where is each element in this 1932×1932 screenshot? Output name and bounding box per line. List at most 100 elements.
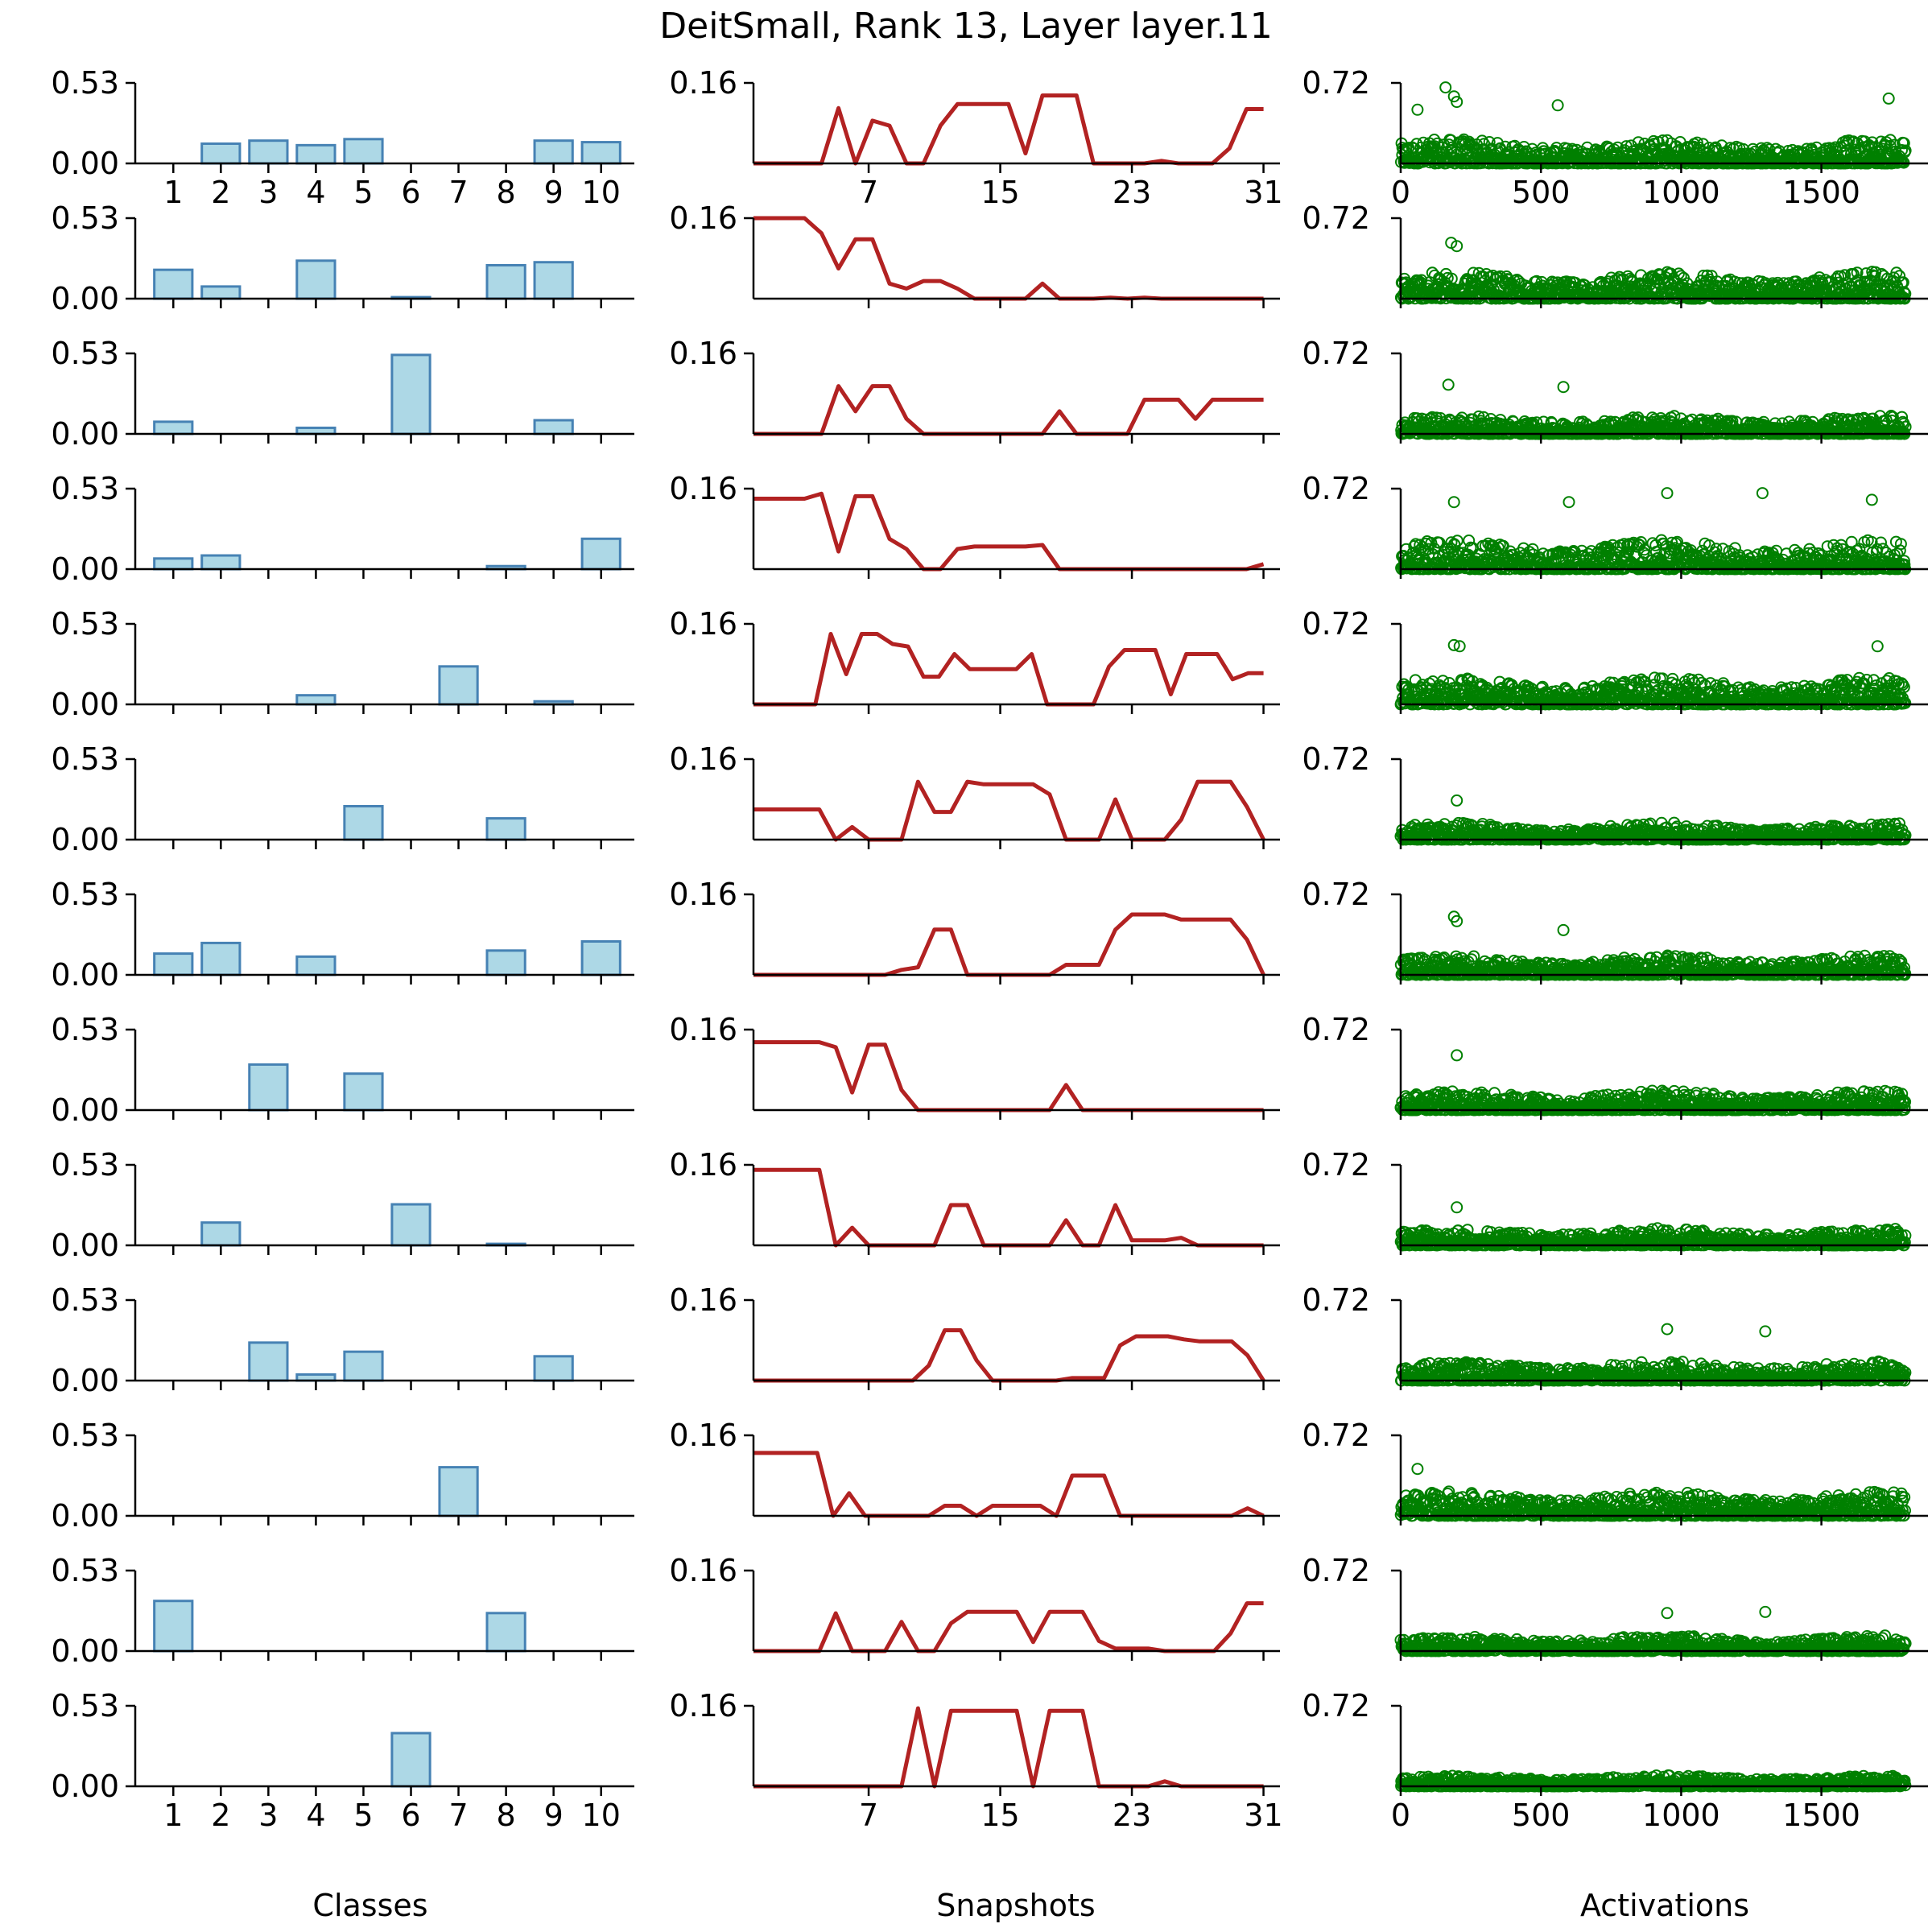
bar-row5-class-7: [438, 665, 479, 706]
scatter-panel-row-4: 0.72: [1302, 471, 1928, 579]
y-tick-label-max: 0.72: [1302, 65, 1370, 101]
y-tick-label-max: 0.16: [669, 65, 737, 101]
activation-outlier: [1439, 81, 1452, 94]
y-tick-label-min: 0.00: [51, 146, 119, 181]
x-tick-label-activation-1000: 1000: [1642, 175, 1720, 210]
activation-outlier: [1661, 487, 1674, 500]
bar-row1-class-2: [200, 142, 242, 165]
bar-row4-class-2: [200, 554, 242, 571]
x-tick-label-activation-0: 0: [1391, 175, 1410, 210]
bar-row1-class-5: [343, 138, 384, 165]
scatter-panel-row-6: 0.72: [1302, 741, 1928, 849]
x-tick-label-activation-500: 500: [1512, 175, 1571, 210]
figure-title: DeitSmall, Rank 13, Layer layer.11: [659, 6, 1272, 47]
snapshot-line-row-1: [753, 93, 1264, 166]
x-tick-label-class-7: 7: [448, 175, 468, 210]
activation-points-row-5: [1394, 638, 1912, 711]
bar-panel-row-5: 0.53 0.00: [51, 606, 634, 722]
activation-points-row-2: [1394, 237, 1912, 305]
activation-outlier: [1756, 487, 1769, 500]
y-tick-label-min: 0.00: [51, 687, 119, 722]
y-tick-label-min: 0.00: [51, 416, 119, 452]
y-tick-label-max: 0.53: [51, 741, 119, 777]
activation-outlier: [1551, 99, 1564, 112]
snapshot-line-row-4: [753, 491, 1265, 572]
line-panel-row-4: 0.16: [669, 471, 1280, 579]
bar-row3-class-9: [533, 419, 574, 436]
bar-row2-class-2: [200, 285, 242, 300]
x-tick-label-snapshot-31: 31: [1244, 175, 1282, 210]
activation-outlier: [1447, 496, 1460, 509]
y-tick-label-max: 0.16: [669, 336, 737, 371]
bar-row1-class-4: [295, 143, 336, 165]
activation-point: [1761, 142, 1773, 155]
x-tick-label-class-4: 4: [306, 175, 325, 210]
bar-row1-class-10: [580, 141, 621, 165]
activation-outlier: [1865, 493, 1878, 506]
bar-panel-row-1: 1 2 3 4 5 6 7 8 9 100.530.00: [51, 65, 634, 210]
snapshot-line-row-2: [753, 216, 1264, 301]
y-tick-label-max: 0.16: [669, 606, 737, 642]
panel-grid: 1 2 3 4 5 6 7 8 9 100.530.000.167 15 23 310.720 500 10…: [51, 65, 1928, 1833]
bar-row6-class-8: [485, 817, 526, 841]
x-tick-label-class-3: 3: [258, 175, 278, 210]
bar-row1-class-3: [248, 139, 289, 165]
line-panel-row-1: 0.167 15 23 31: [669, 65, 1282, 210]
bar-row3-class-6: [390, 353, 431, 436]
y-tick-label-max: 0.53: [51, 606, 119, 642]
y-tick-label-max: 0.53: [51, 336, 119, 371]
bar-panel-row-3: 0.53 0.00: [51, 336, 634, 452]
activation-outlier: [1563, 496, 1575, 509]
activation-point: [1581, 141, 1594, 154]
snapshot-line-row-3: [753, 384, 1264, 436]
bar-row1-class-9: [533, 139, 574, 165]
activation-points-row-3: [1395, 378, 1912, 440]
y-tick-label-max: 0.72: [1302, 336, 1370, 371]
activation-outlier: [1411, 103, 1424, 116]
scatter-panel-row-1: 0.72 0 500 1000 1500: [1302, 65, 1928, 210]
scatter-panel-row-3: 0.72: [1302, 336, 1928, 444]
y-tick-label-max: 0.16: [669, 741, 737, 777]
y-tick-label-max: 0.53: [51, 471, 119, 506]
activation-point: [1483, 136, 1496, 148]
activation-outlier: [1442, 378, 1455, 391]
bar-row4-class-10: [580, 537, 621, 571]
x-tick-label-class-6: 6: [401, 175, 420, 210]
y-tick-label-min: 0.00: [51, 551, 119, 587]
x-tick-label-class-5: 5: [353, 175, 373, 210]
scatter-panel-row-2: 0.72: [1302, 200, 1928, 308]
line-panel-row-6: 0.16: [669, 741, 1280, 849]
y-tick-label-min: 0.00: [51, 281, 119, 316]
bar-row4-class-1: [153, 557, 194, 571]
bar-panel-row-2: 0.53 0.00: [51, 200, 634, 316]
activation-point: [1657, 134, 1670, 147]
activation-points-row-1: [1395, 81, 1912, 170]
bar-panel-row-4: 0.53 0.00: [51, 471, 634, 587]
y-tick-label-max: 0.16: [669, 200, 737, 236]
y-tick-label-max: 0.72: [1302, 606, 1370, 642]
bar-row2-class-4: [295, 259, 336, 300]
x-tick-label-class-8: 8: [497, 175, 516, 210]
x-tick-label-activation-1500: 1500: [1782, 175, 1860, 210]
activation-outlier: [1882, 92, 1895, 105]
activation-point: [1428, 134, 1441, 146]
activation-outlier: [1871, 640, 1884, 653]
x-tick-label-class-2: 2: [211, 175, 230, 210]
y-tick-label-max: 0.72: [1302, 471, 1370, 506]
activation-point: [1410, 138, 1423, 151]
activation-points-row-4: [1395, 487, 1912, 576]
snapshot-line-row-6: [753, 779, 1265, 842]
activation-point: [1465, 140, 1478, 153]
line-panel-row-3: 0.16: [669, 336, 1280, 444]
x-tick-label-snapshot-7: 7: [859, 175, 878, 210]
bar-row2-class-8: [485, 263, 526, 300]
y-tick-label-max: 0.53: [51, 200, 119, 236]
bar-row6-class-5: [343, 804, 384, 841]
bar-row5-class-4: [295, 694, 336, 706]
x-tick-label-snapshot-15: 15: [980, 175, 1019, 210]
y-tick-label-min: 0.00: [51, 822, 119, 857]
activation-outlier: [1557, 381, 1570, 394]
bar-row2-class-9: [533, 261, 574, 300]
y-tick-label-max: 0.53: [51, 65, 119, 101]
x-tick-label-class-9: 9: [544, 175, 564, 210]
